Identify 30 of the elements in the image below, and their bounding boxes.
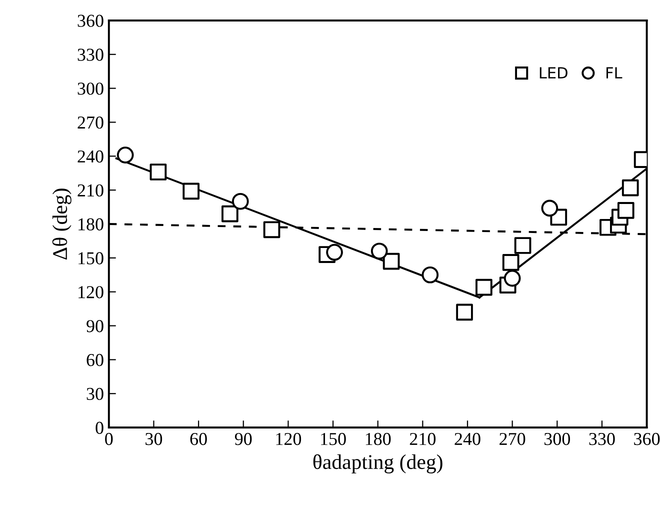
x-tick-label: 300 — [544, 432, 570, 446]
x-axis-title: θadapting (deg) — [313, 454, 442, 474]
y-axis-title: Δθ (deg) — [52, 188, 72, 260]
y-tick-label: 300 — [78, 82, 104, 95]
y-tick-label: 180 — [78, 218, 104, 230]
x-tick-label: 240 — [454, 432, 480, 446]
y-tick-label: 90 — [86, 320, 104, 332]
x-tick-label: 270 — [500, 432, 526, 446]
x-tick-label: 210 — [410, 432, 436, 446]
x-tick-label: 180 — [366, 432, 391, 446]
legend-label: FL — [606, 67, 622, 78]
x-tick-label: 90 — [234, 432, 252, 446]
y-tick-label: 240 — [78, 150, 104, 163]
y-tick-label: 0 — [96, 422, 104, 434]
y-tick-label: 270 — [78, 116, 104, 129]
x-tick-label: 30 — [146, 432, 162, 446]
y-tick-label: 120 — [78, 286, 104, 298]
legend-label: LED — [540, 67, 568, 78]
y-tick-label: 360 — [78, 14, 104, 27]
x-tick-label: 0 — [105, 432, 113, 446]
x-tick-label: 360 — [634, 432, 660, 446]
y-tick-label: 60 — [86, 354, 104, 366]
x-tick-label: 150 — [321, 432, 346, 446]
x-tick-label: 120 — [276, 432, 302, 446]
y-tick-label: 150 — [78, 252, 104, 264]
x-tick-label: 60 — [190, 432, 207, 446]
y-tick-label: 210 — [78, 184, 104, 197]
y-tick-label: 30 — [86, 388, 104, 400]
x-tick-label: 330 — [589, 432, 615, 446]
y-tick-label: 330 — [78, 48, 104, 61]
